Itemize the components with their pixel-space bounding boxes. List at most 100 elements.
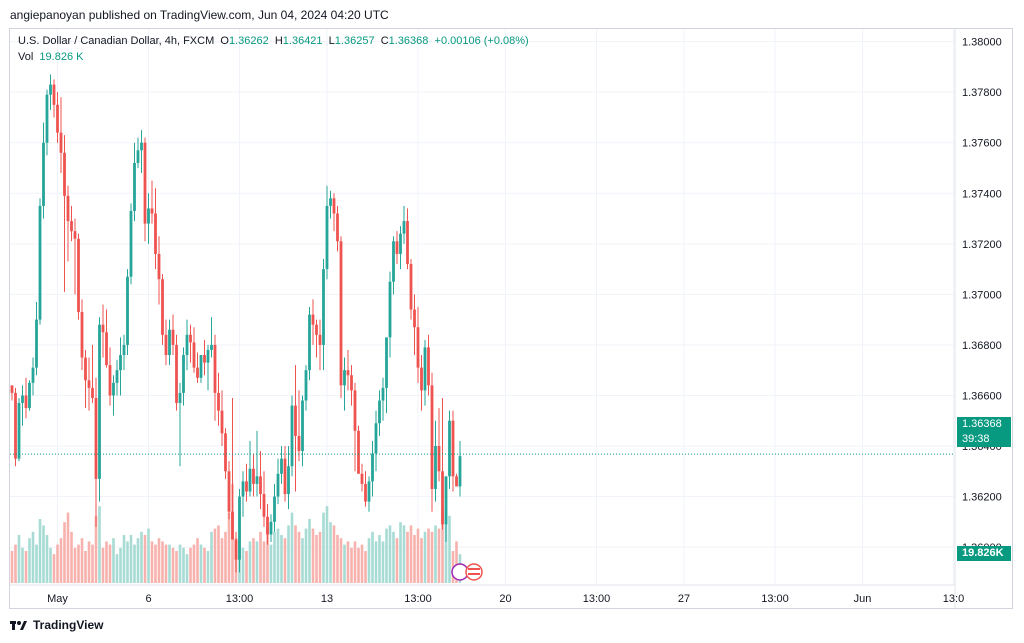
y-tick-label: 1.37800 xyxy=(962,87,1002,99)
volume-bar xyxy=(224,531,227,583)
candle-body xyxy=(269,521,273,535)
low-label: L xyxy=(328,35,335,47)
volume-bar xyxy=(353,541,357,583)
volume-bar xyxy=(21,547,24,583)
volume-bar xyxy=(175,551,178,583)
candle-body xyxy=(189,334,192,343)
candle-body xyxy=(402,221,406,234)
candle-body xyxy=(301,400,304,452)
x-tick-label: Jun xyxy=(854,593,872,605)
volume-bar xyxy=(154,544,157,583)
candle-body xyxy=(115,370,119,383)
candle-body xyxy=(283,458,287,495)
candle-body xyxy=(56,104,59,133)
volume-bar xyxy=(367,538,371,583)
volume-bar xyxy=(38,519,42,583)
candle-body xyxy=(21,395,24,404)
candle-body xyxy=(451,420,455,477)
countdown-text: 39:38 xyxy=(962,433,990,445)
volume-bar xyxy=(378,535,381,583)
volume-bar xyxy=(336,535,339,583)
candle-body xyxy=(210,344,213,350)
y-tick-label: 1.38000 xyxy=(962,37,1002,49)
volume-bar xyxy=(178,544,182,583)
volume-bar xyxy=(241,547,245,583)
candle-body xyxy=(80,312,84,358)
volume-bar xyxy=(392,531,395,583)
volume-bar xyxy=(381,541,385,583)
volume-bar xyxy=(119,547,122,583)
candle-body xyxy=(73,231,77,239)
candle-body xyxy=(129,210,133,277)
volume-bar xyxy=(196,538,199,583)
candle-body xyxy=(157,253,161,280)
volume-bar xyxy=(112,538,115,583)
candle-body xyxy=(399,233,402,254)
candle-body xyxy=(24,395,28,409)
volume-bar xyxy=(402,525,406,583)
candle-body xyxy=(231,511,234,540)
candle-body xyxy=(133,162,136,211)
candle-body xyxy=(322,269,325,345)
volume-bar xyxy=(70,531,73,583)
candle-body xyxy=(175,344,178,404)
volume-bar xyxy=(45,535,49,583)
volume-bar xyxy=(185,554,189,583)
volume-bar xyxy=(437,528,441,583)
footer-brand[interactable]: TradingView xyxy=(10,618,103,632)
candle-body xyxy=(143,142,147,224)
volume-bar xyxy=(290,512,294,583)
candle-body xyxy=(182,355,185,393)
candle-body xyxy=(136,150,140,163)
low-value: 1.36257 xyxy=(334,35,375,47)
x-tick-label: 13:00 xyxy=(226,593,254,605)
volume-bar xyxy=(168,544,171,583)
volume-bar xyxy=(164,544,168,583)
volume-bar xyxy=(245,551,248,583)
candle-body xyxy=(273,496,276,522)
volume-bar xyxy=(150,541,154,583)
high-value: 1.36421 xyxy=(282,35,323,47)
volume-bar xyxy=(14,544,17,583)
candle-body xyxy=(178,392,182,404)
volume-bar xyxy=(220,538,224,583)
volume-bar xyxy=(294,525,297,583)
candle-body xyxy=(38,205,42,320)
candle-body xyxy=(112,382,115,396)
volume-bar xyxy=(105,541,108,583)
candle-body xyxy=(367,481,371,502)
volume-bar xyxy=(31,531,35,583)
candle-body xyxy=(217,392,220,411)
chart-frame[interactable] xyxy=(9,28,1013,609)
x-tick-label: 6 xyxy=(145,593,151,605)
candle-body xyxy=(381,387,385,401)
volume-bar xyxy=(10,551,14,583)
candle-body xyxy=(17,403,21,459)
y-tick-label: 1.36600 xyxy=(962,390,1002,402)
volume-price-label: 19.826K xyxy=(957,546,1011,561)
candle-body xyxy=(413,309,416,328)
candle-body xyxy=(14,392,17,459)
candle-body xyxy=(427,347,430,386)
candle-body xyxy=(406,221,409,265)
volume-bar xyxy=(248,541,252,583)
candle-body xyxy=(31,367,35,383)
volume-bar xyxy=(315,535,318,583)
last-price-label: 1.36368 xyxy=(957,417,1011,432)
candle-body xyxy=(315,324,318,335)
candle-body xyxy=(437,446,441,472)
candle-body xyxy=(238,496,241,560)
candle-body xyxy=(374,423,378,454)
volume-label: Vol xyxy=(18,51,34,63)
candle-body xyxy=(434,446,437,489)
volume-bar xyxy=(388,525,392,583)
volume-bar xyxy=(360,544,364,583)
candle-body xyxy=(94,397,98,479)
volume-bar xyxy=(157,538,161,583)
candle-body xyxy=(420,367,423,391)
candle-body xyxy=(91,387,94,398)
close-label: C xyxy=(380,35,389,47)
countdown-label: 39:38 xyxy=(957,432,1011,447)
volume-bar xyxy=(374,541,378,583)
